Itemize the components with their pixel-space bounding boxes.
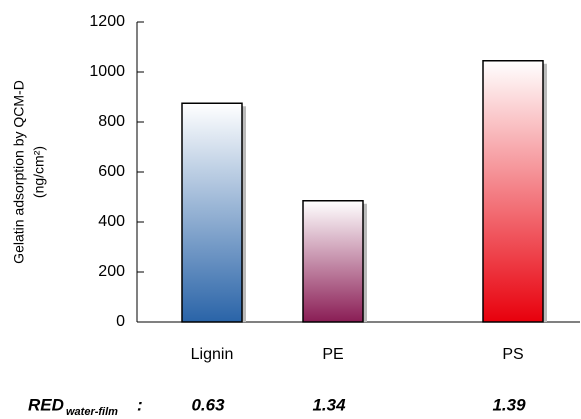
y-tick-label: 800 [98,113,125,130]
red-value: 0.63 [191,395,225,414]
red-value: 1.39 [492,395,526,414]
x-tick-label: PE [322,346,343,363]
y-tick-label: 0 [116,313,125,330]
red-subscript: water-film [66,406,118,418]
x-tick-label: Lignin [191,346,234,363]
x-tick-label: PS [502,346,523,363]
bar [181,102,243,323]
red-label: RED [28,395,64,414]
y-axis-label: Gelatin adsorption by QCM-D [11,80,27,264]
y-tick-label: 200 [98,263,125,280]
bar [302,200,364,323]
y-tick-label: 1200 [89,13,125,30]
y-tick-label: 400 [98,213,125,230]
red-value: 1.34 [312,395,346,414]
y-tick-label: 600 [98,163,125,180]
red-suffix: : [137,395,143,414]
y-axis-label: (ng/cm²) [31,146,47,198]
y-tick-label: 1000 [89,63,125,80]
bar [482,60,544,323]
